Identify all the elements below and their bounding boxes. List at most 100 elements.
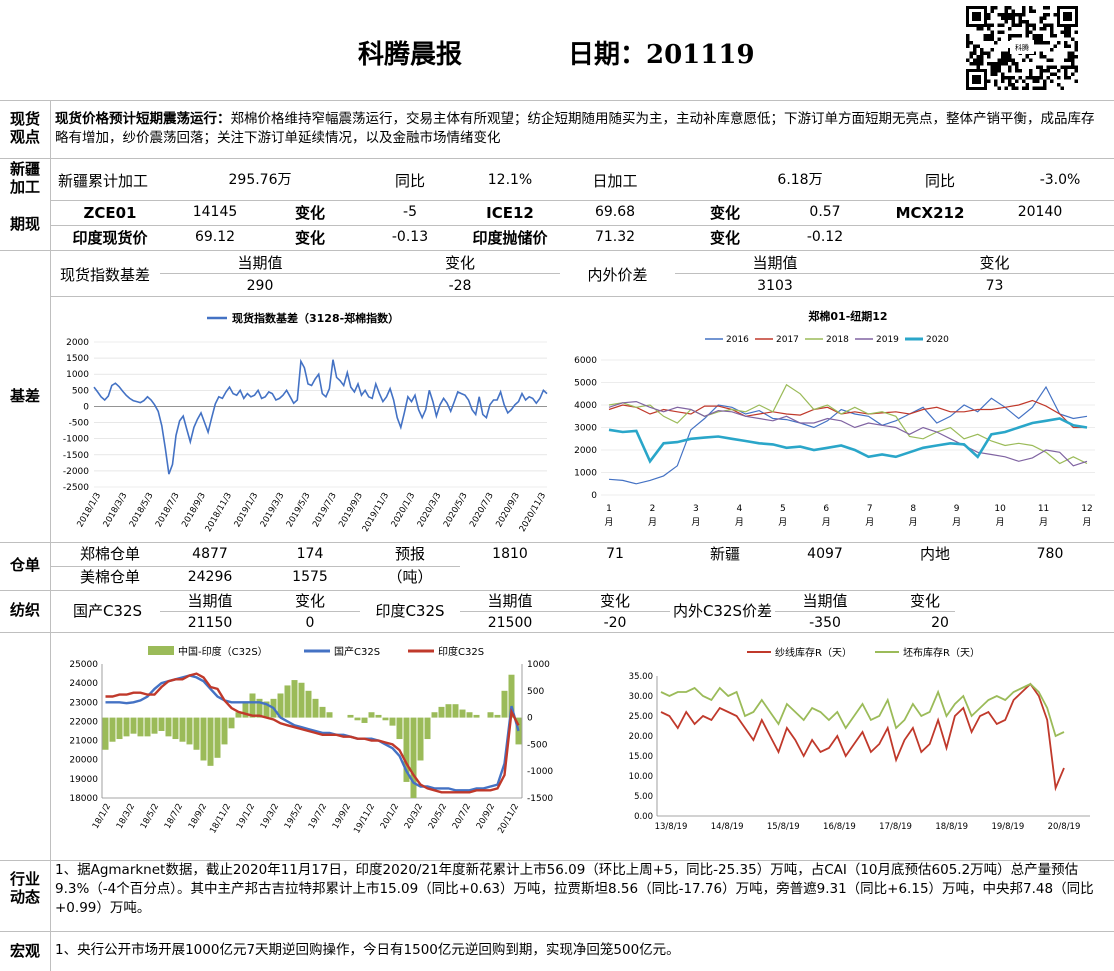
x-tick-label: 2020/5/3	[442, 491, 470, 529]
yarn-price-chart: 25000 24000 23000 22000 21000 20000 19000 18000…	[69, 645, 553, 835]
y-tick-label: 0	[591, 491, 597, 501]
x-tick-label: 20/1/2	[379, 802, 401, 831]
spread-bar	[151, 717, 158, 734]
spread-bar	[424, 717, 431, 740]
x-tick-label: 18/7/2	[163, 802, 185, 831]
y-tick-label: 1000	[66, 370, 89, 380]
spread-bar	[494, 714, 501, 718]
industry-label: 行业动态	[9, 870, 40, 906]
spread-bar	[137, 717, 144, 737]
x-tick-label: 19/7/2	[307, 802, 329, 831]
chart-title: 郑棉01-纽期12	[808, 309, 887, 323]
y-tick-label: -1000	[63, 435, 89, 445]
x-tick-label: 3	[693, 504, 699, 514]
spread-bar	[368, 712, 375, 718]
y-left-tick-label: 23000	[69, 698, 98, 708]
x-tick-label: 5	[780, 504, 786, 514]
y-tick-label: 0.00	[634, 812, 653, 822]
spread-bar	[354, 717, 361, 721]
spread-bar	[347, 714, 354, 718]
spread-bar	[102, 717, 109, 750]
zc-warrant-change: 174	[296, 546, 324, 562]
inventory-series-line	[660, 682, 1065, 738]
x-tick-unit: 月	[778, 517, 787, 528]
industry-text: 1、据Agmarknet数据，截止2020年11月17日，印度2020/21年度…	[55, 862, 1094, 916]
spread-c32s-label: 内外C32S价差	[672, 602, 773, 620]
warehouse-label: 仓单	[9, 556, 40, 574]
x-tick-unit: 月	[996, 517, 1005, 528]
zce01-change-label: 变化	[294, 204, 325, 222]
spread-bar	[326, 712, 333, 718]
x-tick-label: 2018/3/3	[102, 491, 130, 529]
y-tick-label: 25.00	[629, 712, 653, 722]
inout-cur-value: 3103	[757, 278, 793, 294]
spread-bar	[242, 701, 249, 718]
india-reserve-label: 印度抛储价	[472, 229, 548, 247]
zce01-change-value: -5	[403, 204, 417, 220]
x-tick-label: 2019/7/3	[311, 491, 339, 529]
series-2020-line	[608, 417, 1088, 464]
spread-bar	[214, 717, 221, 758]
xinjiang-warrant-label: 新疆	[709, 545, 740, 563]
spread-bar	[312, 698, 319, 718]
y-tick-label: 1500	[66, 354, 89, 364]
spinning-label: 纺织	[9, 601, 40, 619]
y-tick-label: -2000	[63, 467, 89, 477]
series-2016-line	[608, 385, 1088, 485]
x-tick-label: 11	[1038, 504, 1049, 514]
y-right-tick-label: -500	[527, 740, 548, 750]
spread-bar	[445, 704, 452, 718]
spread-bar	[256, 698, 263, 718]
legend-label: 中国-印度（C32S）	[178, 645, 268, 658]
spread-bar	[200, 717, 207, 761]
inout-cur-label: 当期值	[752, 254, 798, 272]
x-tick-label: 19/5/2	[283, 802, 305, 831]
spread-bar	[179, 717, 186, 742]
macro-text: 1、央行公开市场开展1000亿元7天期逆回购操作，今日有1500亿元逆回购到期，…	[55, 942, 680, 958]
index-chg-value: -28	[448, 278, 472, 294]
spread-bar	[452, 704, 459, 718]
y-tick-label: 500	[72, 386, 89, 396]
us-warrant-change: 1575	[292, 569, 328, 585]
y-tick-label: 5.00	[634, 792, 653, 802]
x-tick-unit: 月	[691, 517, 700, 528]
xinjiang-yoy2-label: 同比	[924, 172, 955, 190]
x-tick-label: 20/9/2	[475, 802, 497, 831]
spread-bar	[193, 717, 200, 750]
x-tick-label: 20/11/2	[496, 802, 521, 835]
x-tick-unit: 月	[909, 517, 918, 528]
spot-view-label: 现货观点	[9, 110, 40, 146]
xinjiang-warrant-value: 4097	[807, 546, 843, 562]
spread-bar	[109, 717, 116, 742]
spread-bar	[249, 693, 256, 718]
spread-bar	[284, 685, 291, 718]
legend-label: 2019	[876, 335, 899, 345]
in-chg-value: -20	[603, 615, 627, 631]
basis-chart: 2000 1500 1000 500 0 -500 -1000 -1500 -2000 -2500…	[63, 311, 548, 534]
x-tick-label: 2020/9/3	[494, 491, 522, 529]
spread-bar	[228, 717, 235, 729]
x-tick-label: 19/1/2	[235, 802, 257, 831]
spread-bar	[172, 717, 179, 740]
spread-bar	[235, 712, 242, 718]
x-tick-label: 2019/9/3	[337, 491, 365, 529]
inventory-series-line	[660, 682, 1065, 792]
qr-code-icon: 科腾	[966, 6, 1078, 90]
spread-bar	[291, 680, 298, 718]
x-tick-label: 20/8/19	[1048, 822, 1081, 832]
y-right-tick-label: 500	[527, 687, 544, 697]
spread-bar	[382, 717, 389, 721]
in-c32s-label: 印度C32S	[375, 602, 445, 620]
y-right-tick-label: 1000	[527, 660, 550, 670]
basis-label: 基差	[9, 387, 40, 405]
legend-label: 国产C32S	[334, 645, 380, 658]
spread-bar	[277, 693, 284, 718]
x-tick-label: 8	[910, 504, 916, 514]
spread-bar	[186, 717, 193, 745]
spread-bar	[410, 717, 417, 798]
x-tick-label: 20/7/2	[451, 802, 473, 831]
y-right-tick-label: -1000	[527, 767, 553, 777]
x-tick-label: 18/8/19	[935, 822, 968, 832]
inland-warrant-value: 780	[1036, 546, 1064, 562]
spread-bar	[305, 690, 312, 718]
